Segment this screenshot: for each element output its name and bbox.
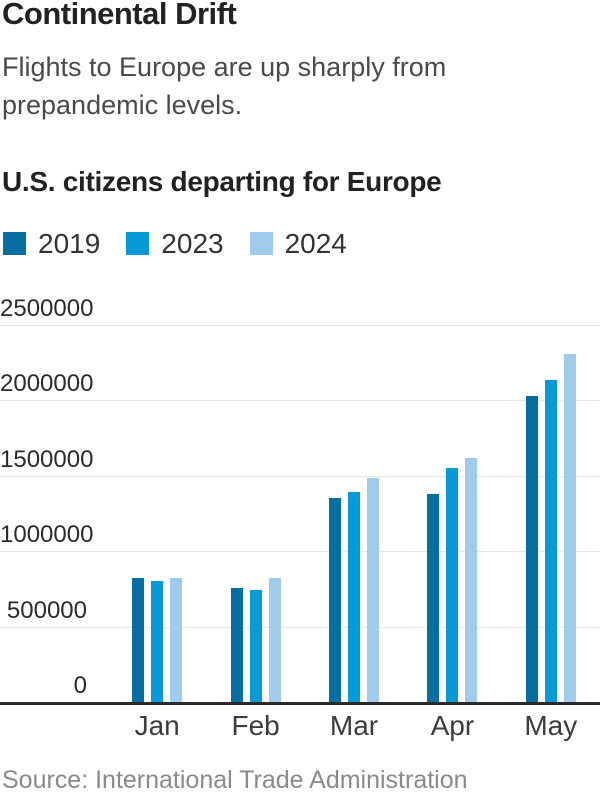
bar-2024-feb <box>268 578 281 702</box>
x-axis-label-mar: Mar <box>329 710 379 741</box>
gridline-2000000 <box>0 400 600 402</box>
bar-2023-mar <box>348 492 360 702</box>
bar-2024-apr <box>465 457 478 702</box>
chart-subtitle: Flights to Europe are up sharply from pr… <box>2 48 446 124</box>
gridline-500000 <box>0 626 600 628</box>
x-axis-label-apr: Apr <box>430 710 475 741</box>
bar-group-may <box>525 353 576 702</box>
bar-2023-feb <box>249 589 262 702</box>
y-tick-label-1500000: 1500000 <box>0 445 94 473</box>
y-tick-label-0: 0 <box>73 672 87 699</box>
chart-subtitle-line-2: prepandemic levels. <box>2 90 243 120</box>
x-axis-label-jan: Jan <box>134 710 180 741</box>
bar-group-feb <box>230 578 281 702</box>
gridline-1500000 <box>0 475 600 477</box>
bar-2023-apr <box>446 468 459 702</box>
legend: 2019 2023 2024 <box>3 228 373 259</box>
legend-swatch-2019 <box>3 232 26 255</box>
x-axis-label-may: May <box>524 710 578 741</box>
y-tick-label-1000000: 1000000 <box>0 521 94 549</box>
plot-area <box>0 325 600 702</box>
legend-swatch-2024 <box>249 232 273 255</box>
legend-label-2023: 2023 <box>161 228 224 259</box>
bar-2019-jan <box>132 578 145 702</box>
y-tick-label-2000000: 2000000 <box>0 370 94 398</box>
y-tick-label-500000: 500000 <box>6 596 87 624</box>
gridline-1000000 <box>0 551 600 553</box>
bar-2024-jan <box>170 577 183 702</box>
bar-group-mar <box>329 478 379 702</box>
legend-item-2024: 2024 <box>249 228 347 259</box>
x-axis-label-feb: Feb <box>231 710 280 741</box>
chart-subtitle-line-1: Flights to Europe are up sharply from <box>2 52 447 82</box>
bar-2024-may <box>563 353 576 702</box>
bar-2019-feb <box>230 588 243 702</box>
legend-item-2023: 2023 <box>126 228 224 259</box>
legend-label-2024: 2024 <box>284 228 347 259</box>
bar-2024-mar <box>367 478 379 702</box>
bar-2023-jan <box>151 581 164 702</box>
bar-2019-apr <box>427 493 440 702</box>
bar-2019-may <box>525 395 538 702</box>
legend-label-2019: 2019 <box>38 228 101 259</box>
legend-item-2019: 2019 <box>3 228 101 259</box>
axis-heading: U.S. citizens departing for Europe <box>2 166 442 197</box>
bar-2023-may <box>544 380 557 702</box>
x-axis-baseline <box>0 702 600 705</box>
source-text: Source: International Trade Administrati… <box>2 766 468 794</box>
bar-group-jan <box>132 577 183 702</box>
chart-title: Continental Drift <box>2 0 237 31</box>
legend-swatch-2023 <box>126 232 150 255</box>
gridline-2500000 <box>0 325 600 326</box>
bar-group-apr <box>427 457 478 702</box>
y-tick-label-2500000: 2500000 <box>0 295 94 322</box>
bar-2019-mar <box>329 497 341 702</box>
